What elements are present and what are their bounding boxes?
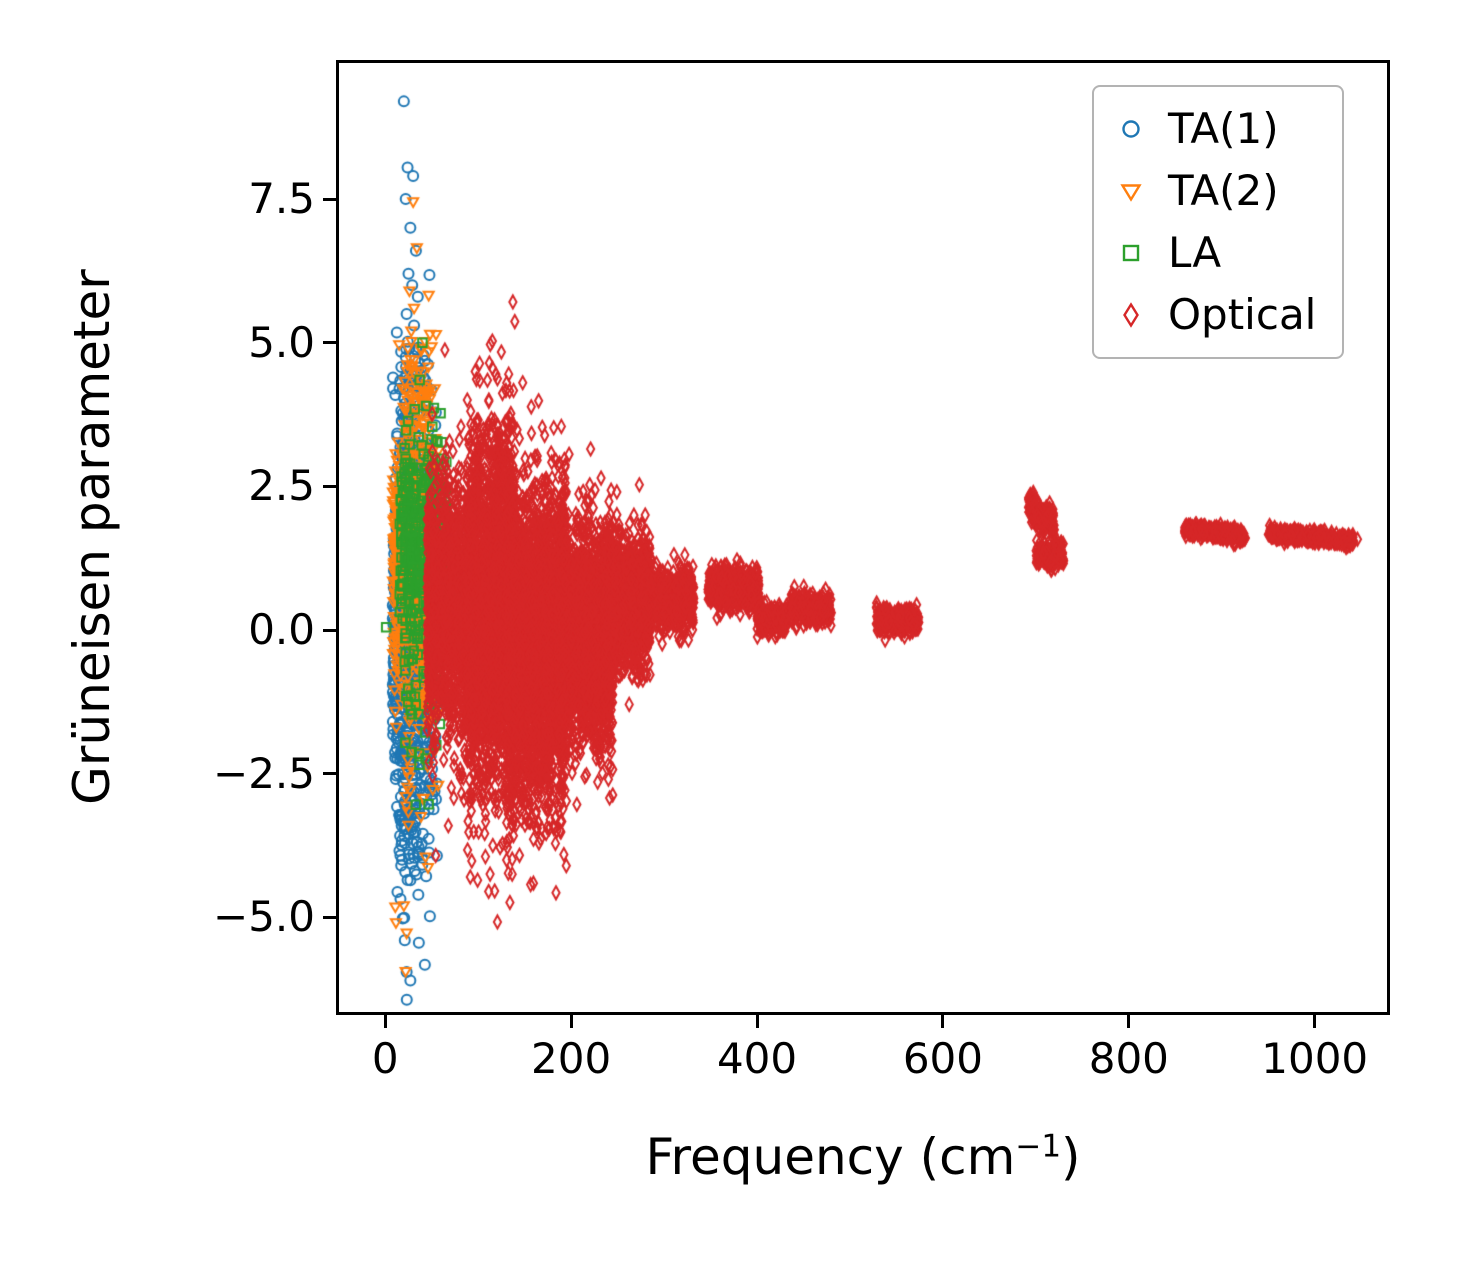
y-tick (323, 915, 336, 919)
x-tick (569, 1015, 573, 1028)
x-axis-label: Frequency (cm−1) (336, 1128, 1390, 1186)
legend-item-label: TA(1) (1168, 104, 1279, 153)
square-icon (1122, 244, 1140, 262)
legend-item-label: LA (1168, 228, 1222, 277)
legend-item-label: Optical (1168, 290, 1317, 339)
x-tick-label: 0 (371, 1034, 399, 1083)
y-tick (323, 628, 336, 632)
legend-item-la: LA (1108, 225, 1316, 281)
x-tick (941, 1015, 945, 1028)
triangle-down-icon (1120, 184, 1142, 202)
y-tick (323, 772, 336, 776)
y-tick-label: 0.0 (248, 605, 315, 654)
legend-item-ta1: TA(1) (1108, 101, 1316, 157)
legend-item-optical: Optical (1108, 287, 1316, 343)
x-tick (1313, 1015, 1317, 1028)
x-tick-label: 800 (1088, 1034, 1169, 1083)
legend: TA(1) TA(2) LA Optical (1092, 85, 1345, 359)
x-axis-label-close: ) (1061, 1128, 1081, 1186)
legend-item-ta2: TA(2) (1108, 163, 1316, 219)
x-tick (755, 1015, 759, 1028)
x-axis-label-main: Frequency (cm (645, 1128, 1016, 1186)
y-tick (323, 341, 336, 345)
y-tick-label: 7.5 (248, 174, 315, 224)
y-tick-label: −5.0 (213, 892, 315, 942)
x-tick-label: 600 (902, 1034, 984, 1083)
y-tick-label: 2.5 (248, 461, 315, 511)
circle-icon (1122, 120, 1140, 138)
x-tick-label: 1000 (1261, 1034, 1369, 1083)
x-tick (1127, 1015, 1131, 1028)
y-tick (323, 484, 336, 488)
x-tick-label: 200 (531, 1034, 612, 1083)
legend-item-label: TA(2) (1168, 166, 1279, 215)
x-tick-label: 400 (716, 1034, 798, 1083)
y-tick (323, 197, 336, 201)
diamond-icon (1123, 302, 1139, 328)
x-axis-label-superscript: −1 (1015, 1128, 1062, 1165)
x-tick (383, 1015, 387, 1028)
y-tick-label: −2.5 (213, 748, 315, 798)
y-tick-label: 5.0 (248, 317, 315, 367)
